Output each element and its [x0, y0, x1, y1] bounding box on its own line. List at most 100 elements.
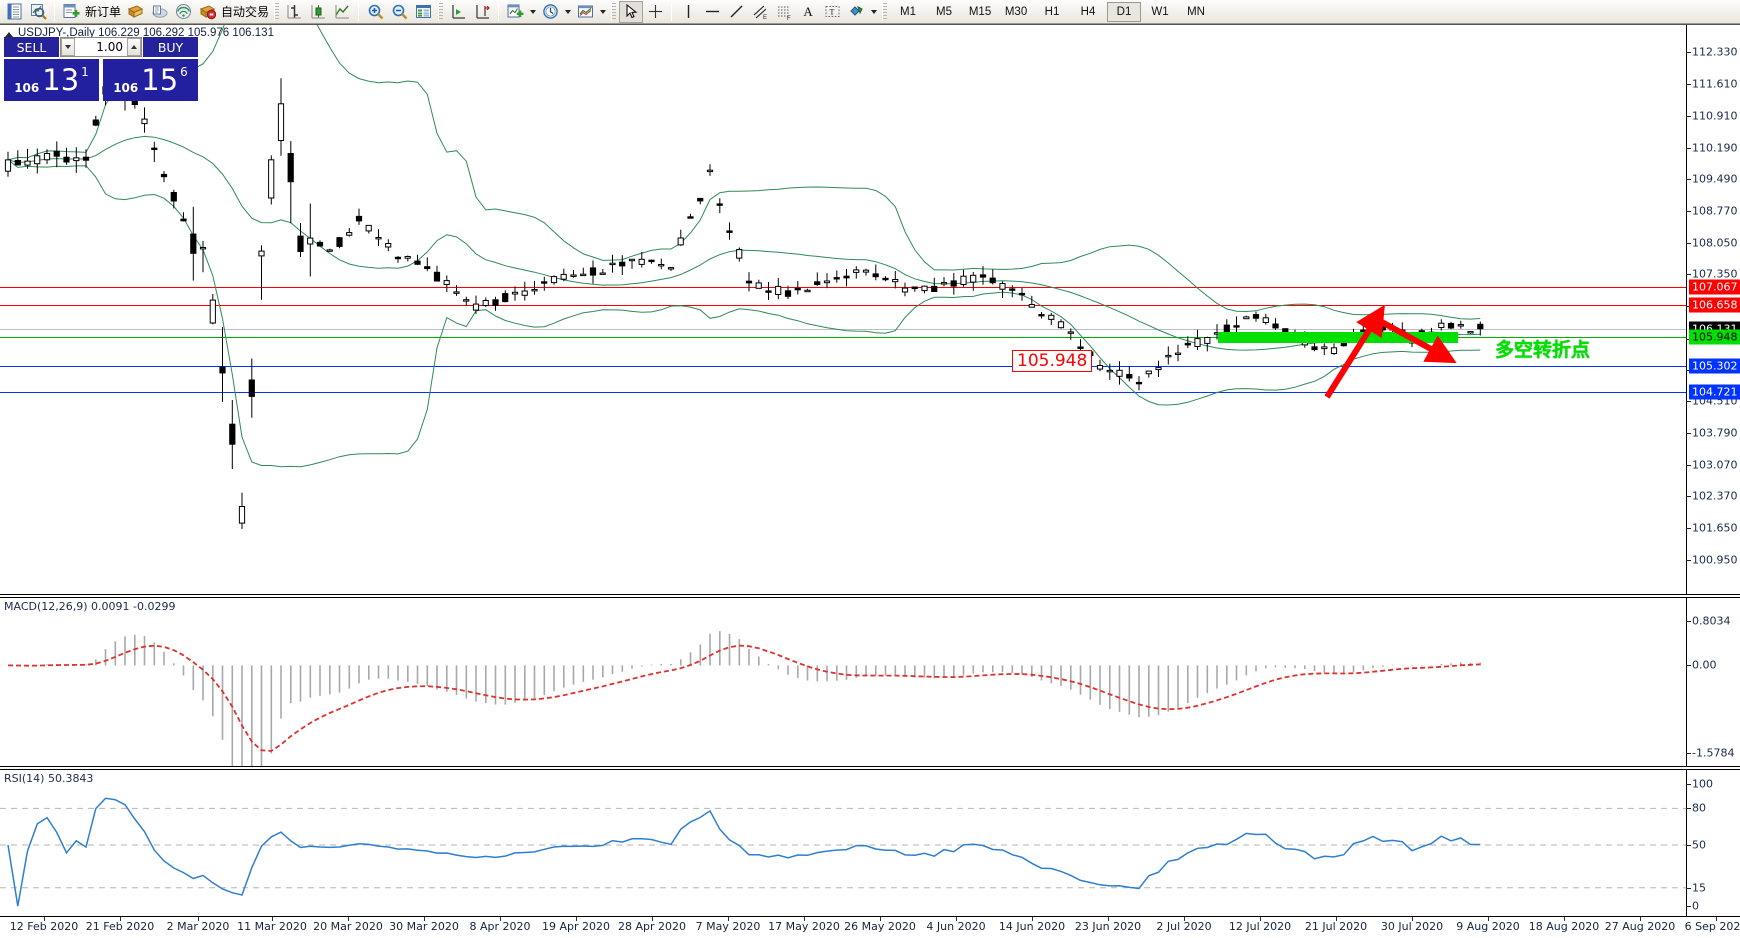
shapes-icon[interactable] — [844, 1, 868, 23]
level-line-blue[interactable] — [0, 391, 1686, 393]
chart-expand-icon[interactable] — [5, 32, 13, 37]
data-window-icon[interactable] — [2, 1, 26, 23]
one-click-trading-panel[interactable]: SELL 1.00 BUY 106 13 1 — [4, 37, 198, 101]
price-tick-mark — [1686, 274, 1691, 276]
vertical-line-icon[interactable] — [676, 1, 700, 23]
auto-trading-icon[interactable] — [195, 1, 219, 23]
text-icon[interactable]: A — [796, 1, 820, 23]
macd-label: MACD(12,26,9) 0.0091 -0.0299 — [4, 600, 176, 613]
date-tick-label: 2 Mar 2020 — [166, 920, 230, 933]
auto-trading-label[interactable]: 自动交易 — [221, 5, 270, 19]
fibonacci-icon[interactable]: F — [772, 1, 796, 23]
zoom-out-icon[interactable] — [387, 1, 411, 23]
new-order-icon[interactable] — [59, 1, 83, 23]
zoom-in-icon[interactable] — [363, 1, 387, 23]
bar-chart-icon[interactable] — [282, 1, 306, 23]
toolbar-grip[interactable] — [274, 2, 280, 21]
mql-community-icon[interactable] — [171, 1, 195, 23]
date-tick-mark — [1184, 917, 1185, 921]
volume-increase-button[interactable] — [127, 38, 141, 56]
shapes-dropdown-arrow[interactable] — [868, 1, 879, 23]
date-tick-label: 12 Feb 2020 — [9, 920, 79, 933]
candlestick-chart-icon[interactable] — [306, 1, 330, 23]
price-axis-line — [1686, 25, 1687, 594]
equidistant-channel-icon[interactable]: E — [748, 1, 772, 23]
templates-icon[interactable] — [573, 1, 597, 23]
chart-shift-icon[interactable] — [470, 1, 494, 23]
line-chart-icon[interactable] — [330, 1, 354, 23]
timeframe-w1-button[interactable]: W1 — [1151, 5, 1169, 18]
volume-decrease-button[interactable] — [61, 38, 75, 56]
sell-price-prefix: 106 — [14, 81, 40, 95]
auto-scroll-icon[interactable] — [446, 1, 470, 23]
price-pane[interactable]: 多空转折点 105.948 USDJPY-,Daily 106.229 106.… — [0, 25, 1740, 595]
indicators-icon[interactable] — [503, 1, 527, 23]
rsi-tick-mark — [1686, 887, 1691, 889]
level-line-grey[interactable] — [0, 328, 1686, 330]
date-tick-label: 19 Apr 2020 — [541, 920, 611, 933]
volume-stepper[interactable]: 1.00 — [60, 37, 142, 57]
rsi-label: RSI(14) 50.3843 — [4, 772, 94, 785]
periodicity-icon[interactable] — [538, 1, 562, 23]
svg-text:E: E — [763, 15, 767, 20]
macd-tick-mark — [1686, 620, 1691, 622]
templates-dropdown-arrow[interactable] — [597, 1, 608, 23]
indicators-dropdown-arrow[interactable] — [527, 1, 538, 23]
buy-price-button[interactable]: 106 15 6 — [103, 59, 198, 101]
date-tick-mark — [880, 917, 881, 921]
timeframe-h4-button[interactable]: H4 — [1080, 5, 1096, 18]
timeframe-h1-button[interactable]: H1 — [1044, 5, 1060, 18]
one-click-top-row: SELL 1.00 BUY — [4, 37, 198, 57]
sell-price-button[interactable]: 106 13 1 — [4, 59, 99, 101]
text-label-icon[interactable]: T — [820, 1, 844, 23]
trendline-icon[interactable] — [724, 1, 748, 23]
metaeditor-icon[interactable] — [147, 1, 171, 23]
level-line-red[interactable] — [0, 286, 1686, 288]
level-line-red[interactable] — [0, 305, 1686, 307]
chart-grid-icon[interactable] — [411, 1, 435, 23]
rsi-tick-mark — [1686, 784, 1691, 785]
price-tick-mark — [1686, 369, 1691, 371]
rsi-pane-inner[interactable]: RSI(14) 50.3843 — [0, 770, 1740, 916]
level-line-green[interactable] — [0, 336, 1686, 338]
chart-window[interactable]: 多空转折点 105.948 USDJPY-,Daily 106.229 106.… — [0, 24, 1740, 938]
date-tick-label: 17 May 2020 — [768, 920, 840, 933]
date-tick-label: 9 Aug 2020 — [1456, 920, 1520, 933]
price-level-label-red: 107.067 — [1689, 279, 1740, 295]
price-tick-mark — [1686, 115, 1691, 117]
price-tick-mark — [1686, 338, 1691, 340]
toolbar-grip-4[interactable] — [882, 2, 888, 21]
volume-value[interactable]: 1.00 — [96, 40, 123, 54]
macd-pane-inner[interactable]: MACD(12,26,9) 0.0091 -0.0299 — [0, 598, 1740, 766]
history-icon[interactable] — [123, 1, 147, 23]
toolbar-grip-2[interactable] — [438, 2, 444, 21]
sell-button[interactable]: SELL — [4, 37, 59, 57]
price-level-label-red: 106.658 — [1689, 297, 1740, 313]
crosshair-zoom-icon[interactable] — [26, 1, 50, 23]
price-tick-label: 103.070 — [1692, 458, 1738, 472]
level-line-blue[interactable] — [0, 365, 1686, 367]
timeframe-m5-button[interactable]: M5 — [936, 5, 953, 18]
price-pane-inner[interactable]: 多空转折点 105.948 USDJPY-,Daily 106.229 106.… — [0, 25, 1740, 594]
buy-button[interactable]: BUY — [143, 37, 198, 57]
rsi-pane[interactable]: RSI(14) 50.3843 100 80 50 15 0 — [0, 769, 1740, 917]
price-tick-mark — [1686, 465, 1691, 467]
date-tick-mark — [1108, 917, 1109, 921]
periodicity-dropdown-arrow[interactable] — [562, 1, 573, 23]
price-tick-label: 110.910 — [1692, 109, 1738, 123]
macd-pane[interactable]: MACD(12,26,9) 0.0091 -0.0299 0.8034 0.00 -… — [0, 597, 1740, 767]
toolbar-grip-3[interactable] — [611, 2, 617, 21]
new-order-label[interactable]: 新订单 — [85, 5, 122, 19]
date-tick-mark — [120, 917, 121, 921]
timeframe-m30-button[interactable]: M30 — [1004, 5, 1028, 18]
timeframe-mn-button[interactable]: MN — [1187, 5, 1205, 18]
timeframe-m15-button[interactable]: M15 — [968, 5, 992, 18]
buy-price-prefix: 106 — [113, 81, 139, 95]
cursor-icon[interactable] — [619, 0, 644, 23]
horizontal-line-icon[interactable] — [700, 1, 724, 23]
rsi-tick-mark — [1686, 808, 1691, 810]
crosshair-icon[interactable] — [643, 1, 667, 23]
timeframe-m1-button[interactable]: M1 — [900, 5, 917, 18]
date-tick-mark — [348, 917, 349, 921]
timeframe-d1-button[interactable]: D1 — [1107, 1, 1142, 22]
